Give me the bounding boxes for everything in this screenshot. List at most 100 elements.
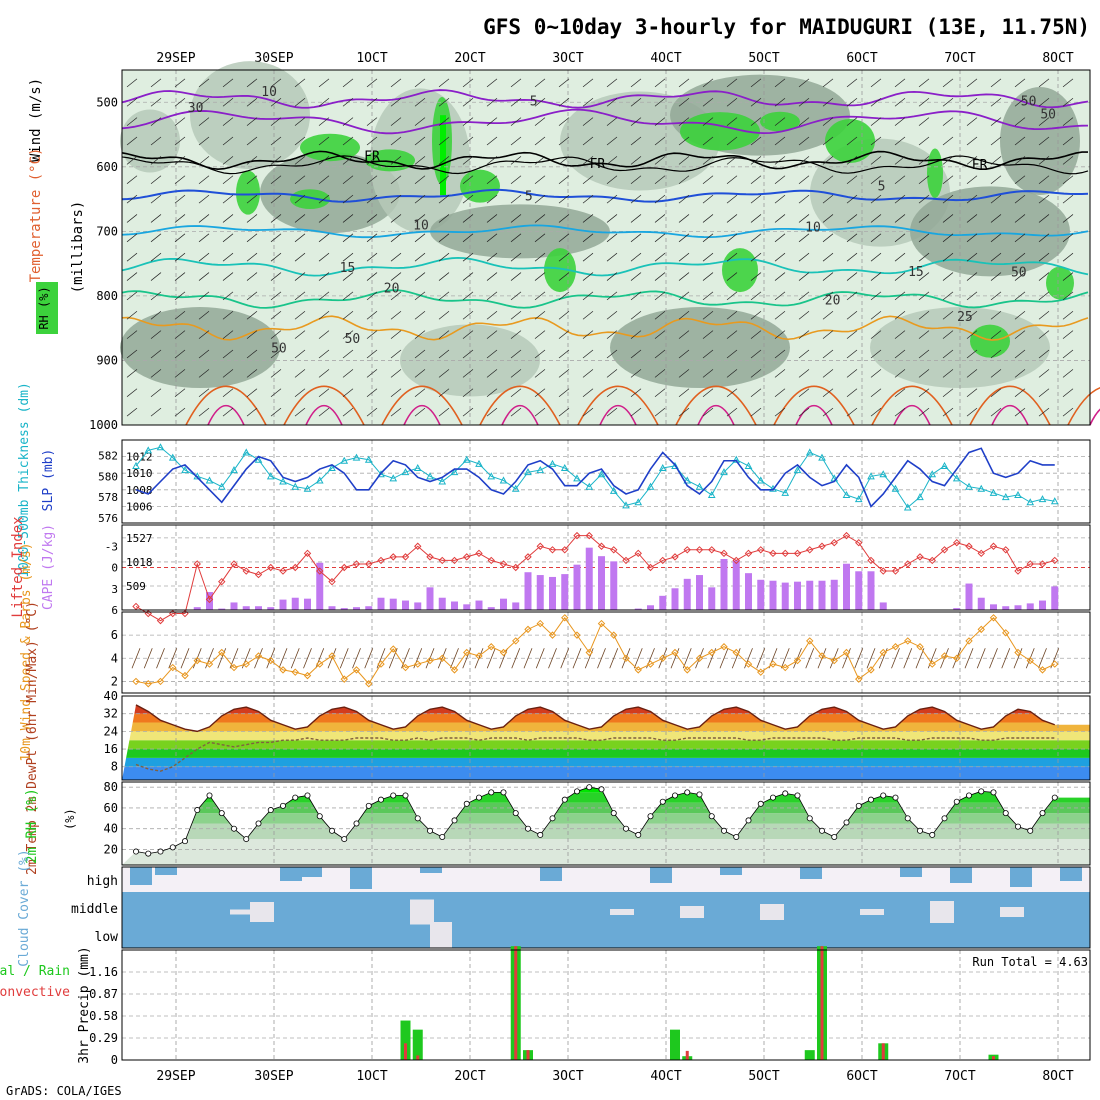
wind-barb bbox=[870, 252, 882, 262]
cape-bar bbox=[990, 604, 997, 610]
wind-barb bbox=[390, 97, 402, 107]
wind-speed-marker bbox=[879, 648, 887, 657]
wind-barb bbox=[270, 252, 282, 262]
surface-wind-barb bbox=[303, 648, 312, 669]
wind-barb bbox=[1038, 175, 1050, 185]
wind-barb bbox=[270, 272, 282, 281]
wind-speed-marker bbox=[328, 652, 336, 660]
wind-barb bbox=[630, 233, 642, 243]
lifted-index-marker bbox=[806, 546, 814, 554]
wind-barb bbox=[942, 407, 954, 417]
wind-barb bbox=[246, 214, 258, 223]
wind-barb bbox=[294, 117, 306, 126]
thickness-marker bbox=[805, 448, 814, 456]
bottom-date-labels: 29SEP 30SEP 1OCT 2OCT 3OCT 4OCT 5OCT 6OCT 7OCT 8O… bbox=[156, 1069, 1073, 1084]
wind-barb bbox=[438, 136, 450, 146]
lifted-index-marker bbox=[524, 553, 532, 561]
rh-marker bbox=[451, 817, 458, 824]
wind-barb bbox=[294, 233, 306, 243]
wind-barb bbox=[222, 369, 234, 378]
wind-barb bbox=[678, 291, 690, 301]
wind-barb bbox=[798, 369, 810, 378]
wind-barb bbox=[342, 78, 354, 88]
wind-speed-marker bbox=[769, 660, 777, 668]
wind-barb bbox=[438, 291, 450, 301]
wind-barb bbox=[390, 233, 402, 243]
contour-label: 50 bbox=[1040, 107, 1056, 122]
wind-barb bbox=[414, 194, 426, 204]
wind-barb bbox=[510, 272, 522, 281]
temp-tick-label: 8 bbox=[111, 760, 118, 774]
wind-barb bbox=[198, 194, 210, 204]
wind-barb bbox=[366, 78, 378, 88]
wind-barb bbox=[942, 291, 954, 301]
wind-barb bbox=[894, 136, 906, 146]
wind-speed-marker bbox=[132, 677, 140, 686]
cape-bar bbox=[830, 579, 838, 610]
wind-barb bbox=[534, 252, 546, 262]
wind-speed-marker bbox=[904, 637, 912, 645]
wind-barb bbox=[534, 272, 546, 281]
wind-speed-marker bbox=[671, 648, 679, 657]
thickness-marker bbox=[1026, 498, 1035, 506]
wind-barb bbox=[462, 330, 474, 339]
cape-bar bbox=[806, 580, 814, 610]
wind-barb bbox=[510, 233, 522, 243]
wind-barb bbox=[126, 407, 138, 417]
cape-bar bbox=[720, 559, 728, 610]
wind-barb bbox=[606, 310, 618, 320]
wind-barb bbox=[630, 349, 642, 359]
rh-marker bbox=[402, 792, 409, 799]
wind-barb bbox=[390, 175, 402, 185]
wind-barb bbox=[726, 252, 738, 262]
wind-barb bbox=[846, 407, 858, 417]
wind-legend-label: Wind (m/s) bbox=[28, 78, 44, 162]
temp-tick-label: 24 bbox=[104, 724, 118, 738]
surface-wind-barb bbox=[339, 648, 349, 669]
wind-speed-marker bbox=[254, 652, 263, 660]
wind-barb bbox=[990, 291, 1002, 301]
wind-barb bbox=[606, 369, 618, 378]
surface-wind-barb bbox=[633, 648, 643, 669]
precip-total-legend: Total / Rain bbox=[0, 964, 70, 979]
wind-barb bbox=[990, 369, 1002, 378]
cape-bar bbox=[267, 607, 275, 610]
wind-barb bbox=[798, 252, 810, 262]
isotherm-line bbox=[479, 385, 561, 426]
wind-barb bbox=[966, 407, 978, 417]
surface-wind-barb bbox=[719, 648, 729, 669]
contour-label: 20 bbox=[825, 293, 841, 308]
wind-barb bbox=[702, 291, 714, 301]
wind-barb bbox=[966, 310, 978, 320]
wind-barb bbox=[630, 388, 642, 398]
wind-barb bbox=[318, 369, 330, 378]
precip-convective-bar bbox=[881, 1043, 885, 1060]
wind-barb bbox=[246, 78, 258, 88]
wind-barb bbox=[558, 272, 570, 281]
wind-barb bbox=[366, 272, 378, 281]
wind-barb bbox=[822, 369, 834, 378]
cape-bar bbox=[953, 608, 961, 610]
thickness-marker bbox=[168, 453, 177, 461]
wind-barb bbox=[702, 407, 714, 417]
lifted-index-marker bbox=[744, 549, 753, 558]
wind-barb bbox=[798, 330, 810, 339]
wind-barb bbox=[1014, 136, 1026, 146]
rh-marker bbox=[990, 789, 997, 796]
wind-barb bbox=[894, 175, 906, 185]
cape-bar bbox=[843, 563, 850, 610]
wind-barb bbox=[174, 369, 186, 378]
wind-barb bbox=[942, 252, 954, 262]
wind-barb bbox=[198, 330, 210, 339]
isotherm-line bbox=[121, 256, 1089, 277]
wind-barb bbox=[822, 78, 834, 88]
wind-barb bbox=[414, 214, 426, 223]
wind-barb bbox=[318, 214, 330, 223]
wind-barb bbox=[222, 194, 234, 204]
cape-bar bbox=[708, 587, 716, 610]
surface-wind-barb bbox=[180, 648, 190, 669]
wind-barb bbox=[486, 97, 498, 107]
cloud-high-bar bbox=[650, 867, 672, 883]
wind-barb bbox=[294, 407, 306, 417]
wind-barb bbox=[630, 117, 642, 126]
